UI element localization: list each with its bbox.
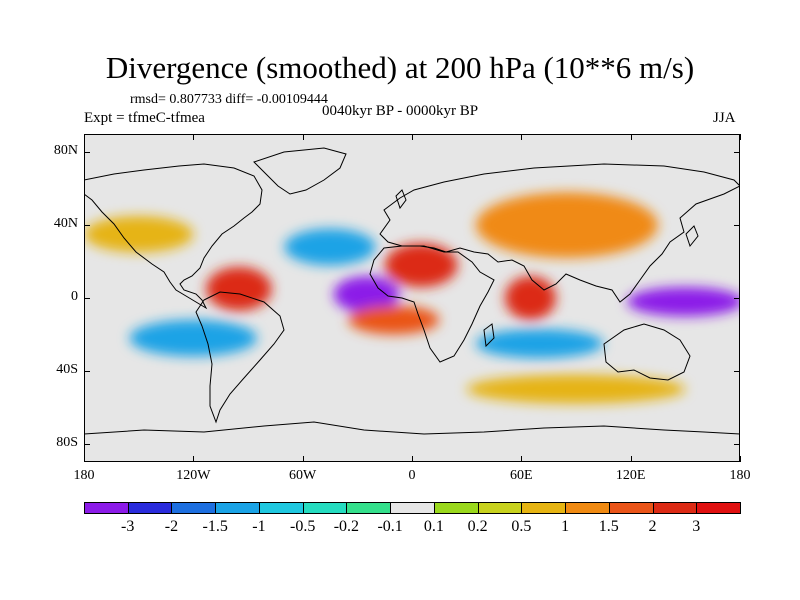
colorbar-label: -1 bbox=[252, 518, 266, 535]
x-tick-label: 60W bbox=[289, 468, 317, 483]
map-plot-area bbox=[84, 134, 740, 462]
x-tick-mark bbox=[630, 456, 632, 462]
season-label: JJA bbox=[713, 110, 736, 126]
y-tick-mark bbox=[734, 370, 740, 372]
colorbar-label: 1 bbox=[561, 518, 570, 535]
coast-japan bbox=[685, 225, 699, 248]
coast-north-america bbox=[84, 163, 263, 310]
experiment-label: Expt = tfmeC-tfmea bbox=[84, 110, 205, 126]
colorbar-swatch bbox=[696, 502, 742, 514]
y-tick-label: 40S bbox=[56, 361, 78, 377]
x-tick-mark bbox=[193, 134, 195, 140]
field-feature-western-pacific-convergence bbox=[627, 287, 740, 317]
coastlines bbox=[84, 147, 740, 435]
divergence-field bbox=[84, 147, 740, 435]
y-tick-label: 80N bbox=[53, 143, 78, 159]
coast-antarctica bbox=[84, 421, 740, 435]
colorbar-swatch bbox=[477, 502, 523, 514]
coast-greenland bbox=[253, 147, 347, 195]
x-tick-label: 180 bbox=[729, 468, 751, 483]
field-feature-eastern-pacific-divergence bbox=[206, 267, 272, 311]
colorbar bbox=[84, 502, 742, 514]
y-tick-label: 40N bbox=[53, 216, 78, 232]
colorbar-swatch bbox=[84, 502, 129, 514]
y-tick-mark bbox=[734, 225, 740, 227]
coast-south-america bbox=[195, 291, 285, 424]
y-tick-mark bbox=[734, 298, 740, 299]
colorbar-label: -3 bbox=[121, 518, 135, 535]
field-feature-south-pacific-convergence bbox=[129, 319, 258, 357]
stats-label: rmsd= 0.807733 diff= -0.00109444 bbox=[130, 92, 328, 107]
x-tick-label: 60E bbox=[510, 468, 533, 483]
x-tick-mark bbox=[740, 456, 741, 462]
colorbar-label: 1.5 bbox=[598, 518, 619, 535]
x-tick-mark bbox=[302, 456, 304, 462]
colorbar-swatch bbox=[652, 502, 698, 514]
colorbar-label: 0.2 bbox=[467, 518, 488, 535]
colorbar-label: -0.2 bbox=[333, 518, 360, 535]
y-tick-mark bbox=[734, 443, 740, 445]
colorbar-label: 0.1 bbox=[423, 518, 444, 535]
x-tick-label: 0 bbox=[408, 468, 416, 483]
y-tick-label: 80S bbox=[56, 434, 78, 450]
field-feature-south-indian-convergence bbox=[475, 328, 604, 359]
x-tick-mark bbox=[84, 134, 85, 140]
y-tick-label: 0 bbox=[71, 289, 78, 304]
field-feature-asia-divergence bbox=[475, 192, 658, 258]
colorbar-label: -0.1 bbox=[377, 518, 403, 535]
colorbar-swatch bbox=[215, 502, 260, 514]
colorbar-label: -2 bbox=[164, 518, 179, 535]
colorbar-swatch bbox=[390, 502, 435, 514]
coast-australia bbox=[603, 323, 691, 381]
colorbar-swatch bbox=[565, 502, 610, 514]
colorbar-swatch bbox=[171, 502, 217, 514]
colorbar-swatch bbox=[521, 502, 567, 514]
x-tick-mark bbox=[84, 456, 85, 462]
x-tick-mark bbox=[412, 134, 413, 140]
colorbar-swatch bbox=[346, 502, 392, 514]
colorbar-swatch bbox=[127, 502, 173, 514]
coast-eurasia bbox=[379, 163, 740, 303]
field-feature-southern-ocean-divergence bbox=[466, 374, 686, 404]
colorbar-swatch bbox=[433, 502, 479, 514]
x-tick-mark bbox=[630, 134, 632, 140]
colorbar-label: -1.5 bbox=[202, 518, 228, 535]
field-feature-south-atlantic-divergence bbox=[348, 305, 440, 335]
x-tick-mark bbox=[412, 456, 413, 462]
coast-uk bbox=[395, 189, 407, 210]
coast-africa bbox=[369, 245, 495, 363]
chart-title: Divergence (smoothed) at 200 hPa (10**6 … bbox=[105, 50, 695, 85]
colorbar-label: -0.5 bbox=[289, 518, 316, 535]
y-tick-mark bbox=[84, 298, 90, 299]
field-feature-north-atlantic-convergence bbox=[284, 228, 376, 266]
colorbar-label: 3 bbox=[692, 518, 701, 535]
field-feature-north-pacific-divergence bbox=[84, 216, 194, 253]
field-feature-indian-ocean-divergence bbox=[504, 276, 556, 320]
colorbar-swatch bbox=[258, 502, 304, 514]
field-feature-north-africa-divergence bbox=[384, 243, 458, 288]
x-tick-mark bbox=[193, 456, 195, 462]
x-tick-mark bbox=[740, 134, 741, 140]
period-label: 0040kyr BP - 0000kyr BP bbox=[322, 103, 479, 119]
y-tick-mark bbox=[84, 370, 90, 372]
y-tick-mark bbox=[84, 443, 90, 445]
y-tick-mark bbox=[734, 152, 740, 154]
y-tick-mark bbox=[84, 152, 90, 154]
x-tick-mark bbox=[521, 134, 523, 140]
x-tick-label: 180 bbox=[73, 468, 95, 483]
colorbar-swatch bbox=[302, 502, 348, 514]
y-tick-mark bbox=[84, 225, 90, 227]
x-tick-label: 120W bbox=[176, 468, 211, 483]
x-tick-mark bbox=[302, 134, 304, 140]
x-tick-mark bbox=[521, 456, 523, 462]
coast-madagascar bbox=[483, 323, 495, 348]
colorbar-swatch bbox=[608, 502, 654, 514]
field-feature-tropical-atlantic-convergence bbox=[333, 276, 400, 313]
colorbar-label: 2 bbox=[648, 518, 657, 535]
x-tick-label: 120E bbox=[615, 468, 646, 483]
colorbar-label: 0.5 bbox=[511, 518, 532, 535]
